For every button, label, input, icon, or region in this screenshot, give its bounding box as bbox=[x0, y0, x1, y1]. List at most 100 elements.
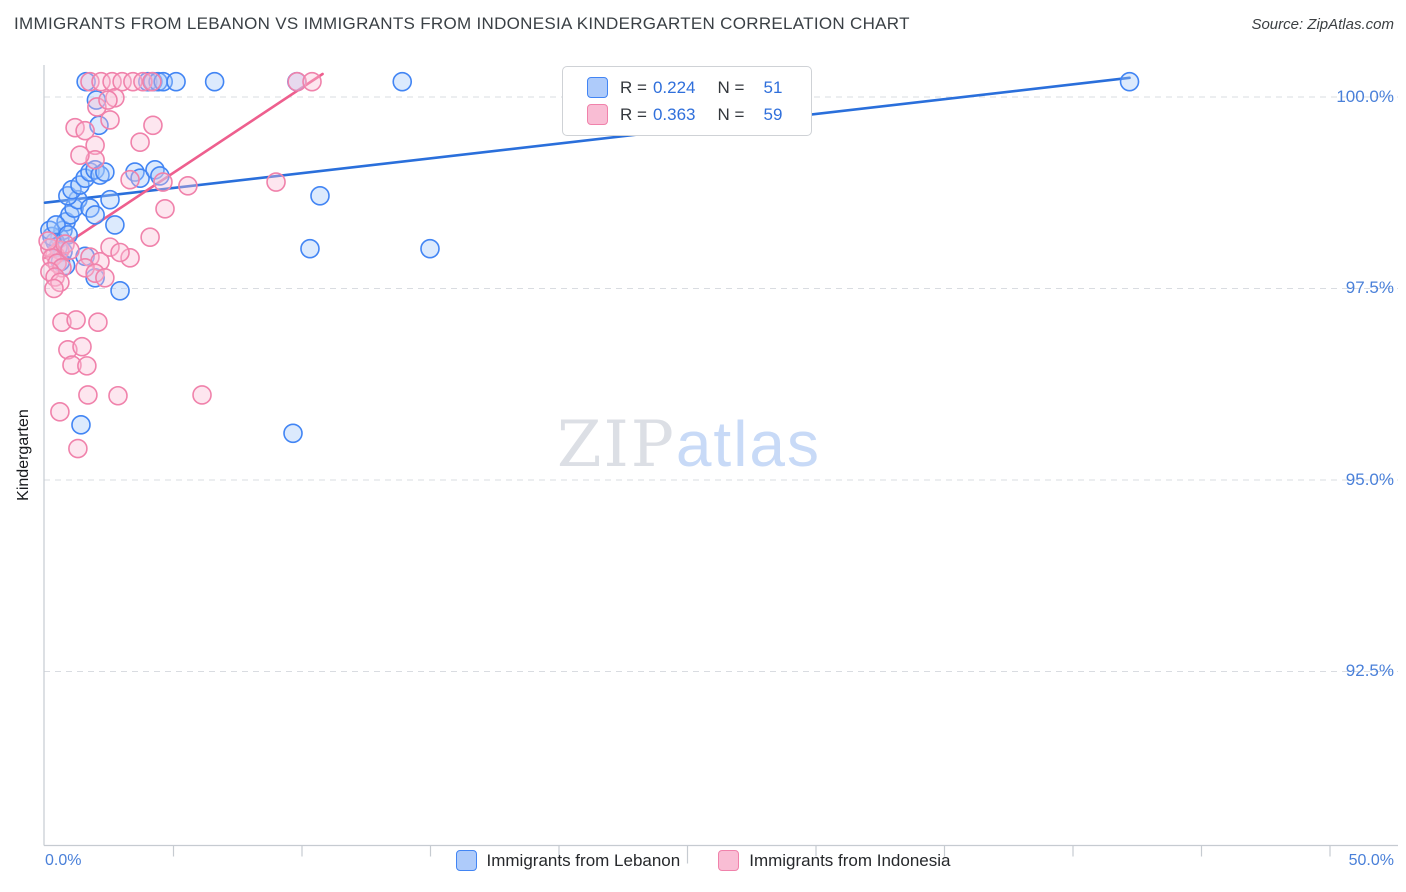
source-attribution: Source: ZipAtlas.com bbox=[1251, 16, 1394, 33]
data-point bbox=[62, 179, 82, 200]
watermark: ZIPatlas bbox=[557, 412, 821, 477]
y-tick-100: 100.0% bbox=[1336, 87, 1394, 106]
data-point bbox=[46, 215, 66, 235]
data-point bbox=[150, 166, 170, 186]
data-point bbox=[72, 336, 92, 357]
data-point bbox=[68, 189, 88, 210]
data-point bbox=[38, 231, 58, 251]
legend-item-lebanon: Immigrants from Lebanon bbox=[455, 850, 681, 871]
data-point bbox=[143, 115, 163, 136]
data-point bbox=[80, 198, 100, 218]
r-label: R = bbox=[620, 104, 647, 124]
chart-title: IMMIGRANTS FROM LEBANON VS IMMIGRANTS FR… bbox=[14, 14, 910, 33]
data-point bbox=[78, 385, 98, 405]
data-point bbox=[287, 71, 307, 92]
data-point bbox=[310, 186, 330, 206]
data-point bbox=[148, 71, 168, 92]
data-point bbox=[40, 220, 60, 241]
y-tick-92-5: 92.5% bbox=[1345, 661, 1394, 680]
data-point bbox=[204, 71, 225, 92]
data-point bbox=[70, 145, 90, 166]
n-value-indonesia: 59 bbox=[763, 104, 783, 124]
data-point bbox=[68, 438, 88, 459]
data-point bbox=[60, 240, 80, 260]
data-point bbox=[133, 71, 153, 92]
data-point bbox=[52, 258, 72, 278]
data-point bbox=[95, 267, 115, 288]
data-point bbox=[90, 251, 110, 272]
data-point bbox=[42, 226, 62, 247]
data-point bbox=[75, 120, 95, 141]
data-point bbox=[143, 71, 163, 92]
data-point bbox=[80, 71, 100, 92]
series-legend: Immigrants from Lebanon Immigrants from … bbox=[0, 850, 1406, 871]
legend-item-indonesia: Immigrants from Indonesia bbox=[718, 850, 950, 871]
data-point bbox=[123, 71, 143, 92]
data-point bbox=[110, 280, 130, 301]
r-value-indonesia: 0.363 bbox=[652, 104, 696, 124]
data-point bbox=[44, 278, 64, 299]
data-point bbox=[130, 132, 150, 152]
data-point bbox=[130, 168, 150, 188]
data-point bbox=[48, 237, 68, 257]
data-point bbox=[75, 246, 95, 267]
data-point bbox=[420, 238, 440, 259]
data-point bbox=[80, 162, 100, 182]
x-tick-min: 0.0% bbox=[45, 852, 82, 869]
data-point bbox=[75, 168, 95, 188]
data-point bbox=[58, 339, 78, 360]
data-point bbox=[53, 241, 73, 262]
data-point bbox=[302, 71, 322, 92]
data-point bbox=[76, 71, 96, 92]
data-point bbox=[142, 71, 162, 92]
data-point bbox=[50, 228, 70, 248]
data-point bbox=[145, 159, 165, 180]
data-point bbox=[65, 117, 85, 138]
data-point bbox=[100, 189, 120, 210]
data-point bbox=[1119, 71, 1140, 92]
data-point bbox=[40, 238, 60, 258]
data-point bbox=[91, 71, 111, 92]
lebanon-swatch bbox=[587, 77, 608, 98]
y-tick-97-5: 97.5% bbox=[1345, 278, 1394, 297]
legend-row-lebanon: R = 0.224 N = 51 bbox=[587, 74, 811, 101]
data-point bbox=[153, 71, 174, 92]
data-point bbox=[75, 258, 95, 278]
r-value-lebanon: 0.224 bbox=[652, 77, 696, 97]
data-point bbox=[392, 71, 413, 92]
data-point bbox=[50, 272, 70, 293]
data-point bbox=[71, 415, 91, 435]
n-label: N = bbox=[717, 77, 745, 97]
data-point bbox=[108, 385, 128, 406]
data-point bbox=[100, 110, 120, 130]
lebanon-swatch bbox=[455, 850, 477, 871]
data-point bbox=[55, 255, 76, 276]
data-point bbox=[105, 215, 125, 235]
r-label: R = bbox=[620, 77, 647, 97]
data-point bbox=[85, 159, 105, 180]
indonesia-swatch bbox=[718, 850, 740, 871]
data-point bbox=[85, 267, 105, 288]
data-point bbox=[64, 198, 84, 218]
data-point bbox=[120, 169, 140, 190]
data-point bbox=[45, 231, 65, 252]
data-point bbox=[287, 71, 307, 92]
data-point bbox=[85, 150, 105, 170]
data-point bbox=[300, 238, 320, 259]
data-point bbox=[55, 234, 75, 254]
indonesia-swatch bbox=[587, 104, 608, 125]
n-value-lebanon: 51 bbox=[763, 77, 783, 97]
data-point bbox=[89, 115, 109, 136]
data-point bbox=[140, 227, 160, 247]
data-point bbox=[50, 251, 71, 272]
data-point bbox=[62, 355, 82, 375]
legend-label-lebanon: Immigrants from Lebanon bbox=[486, 850, 681, 870]
data-point bbox=[87, 97, 107, 117]
data-point bbox=[95, 162, 115, 182]
data-point bbox=[102, 71, 122, 92]
data-point bbox=[112, 71, 132, 92]
data-point bbox=[56, 212, 76, 232]
data-point bbox=[70, 175, 90, 195]
data-point bbox=[60, 205, 80, 225]
